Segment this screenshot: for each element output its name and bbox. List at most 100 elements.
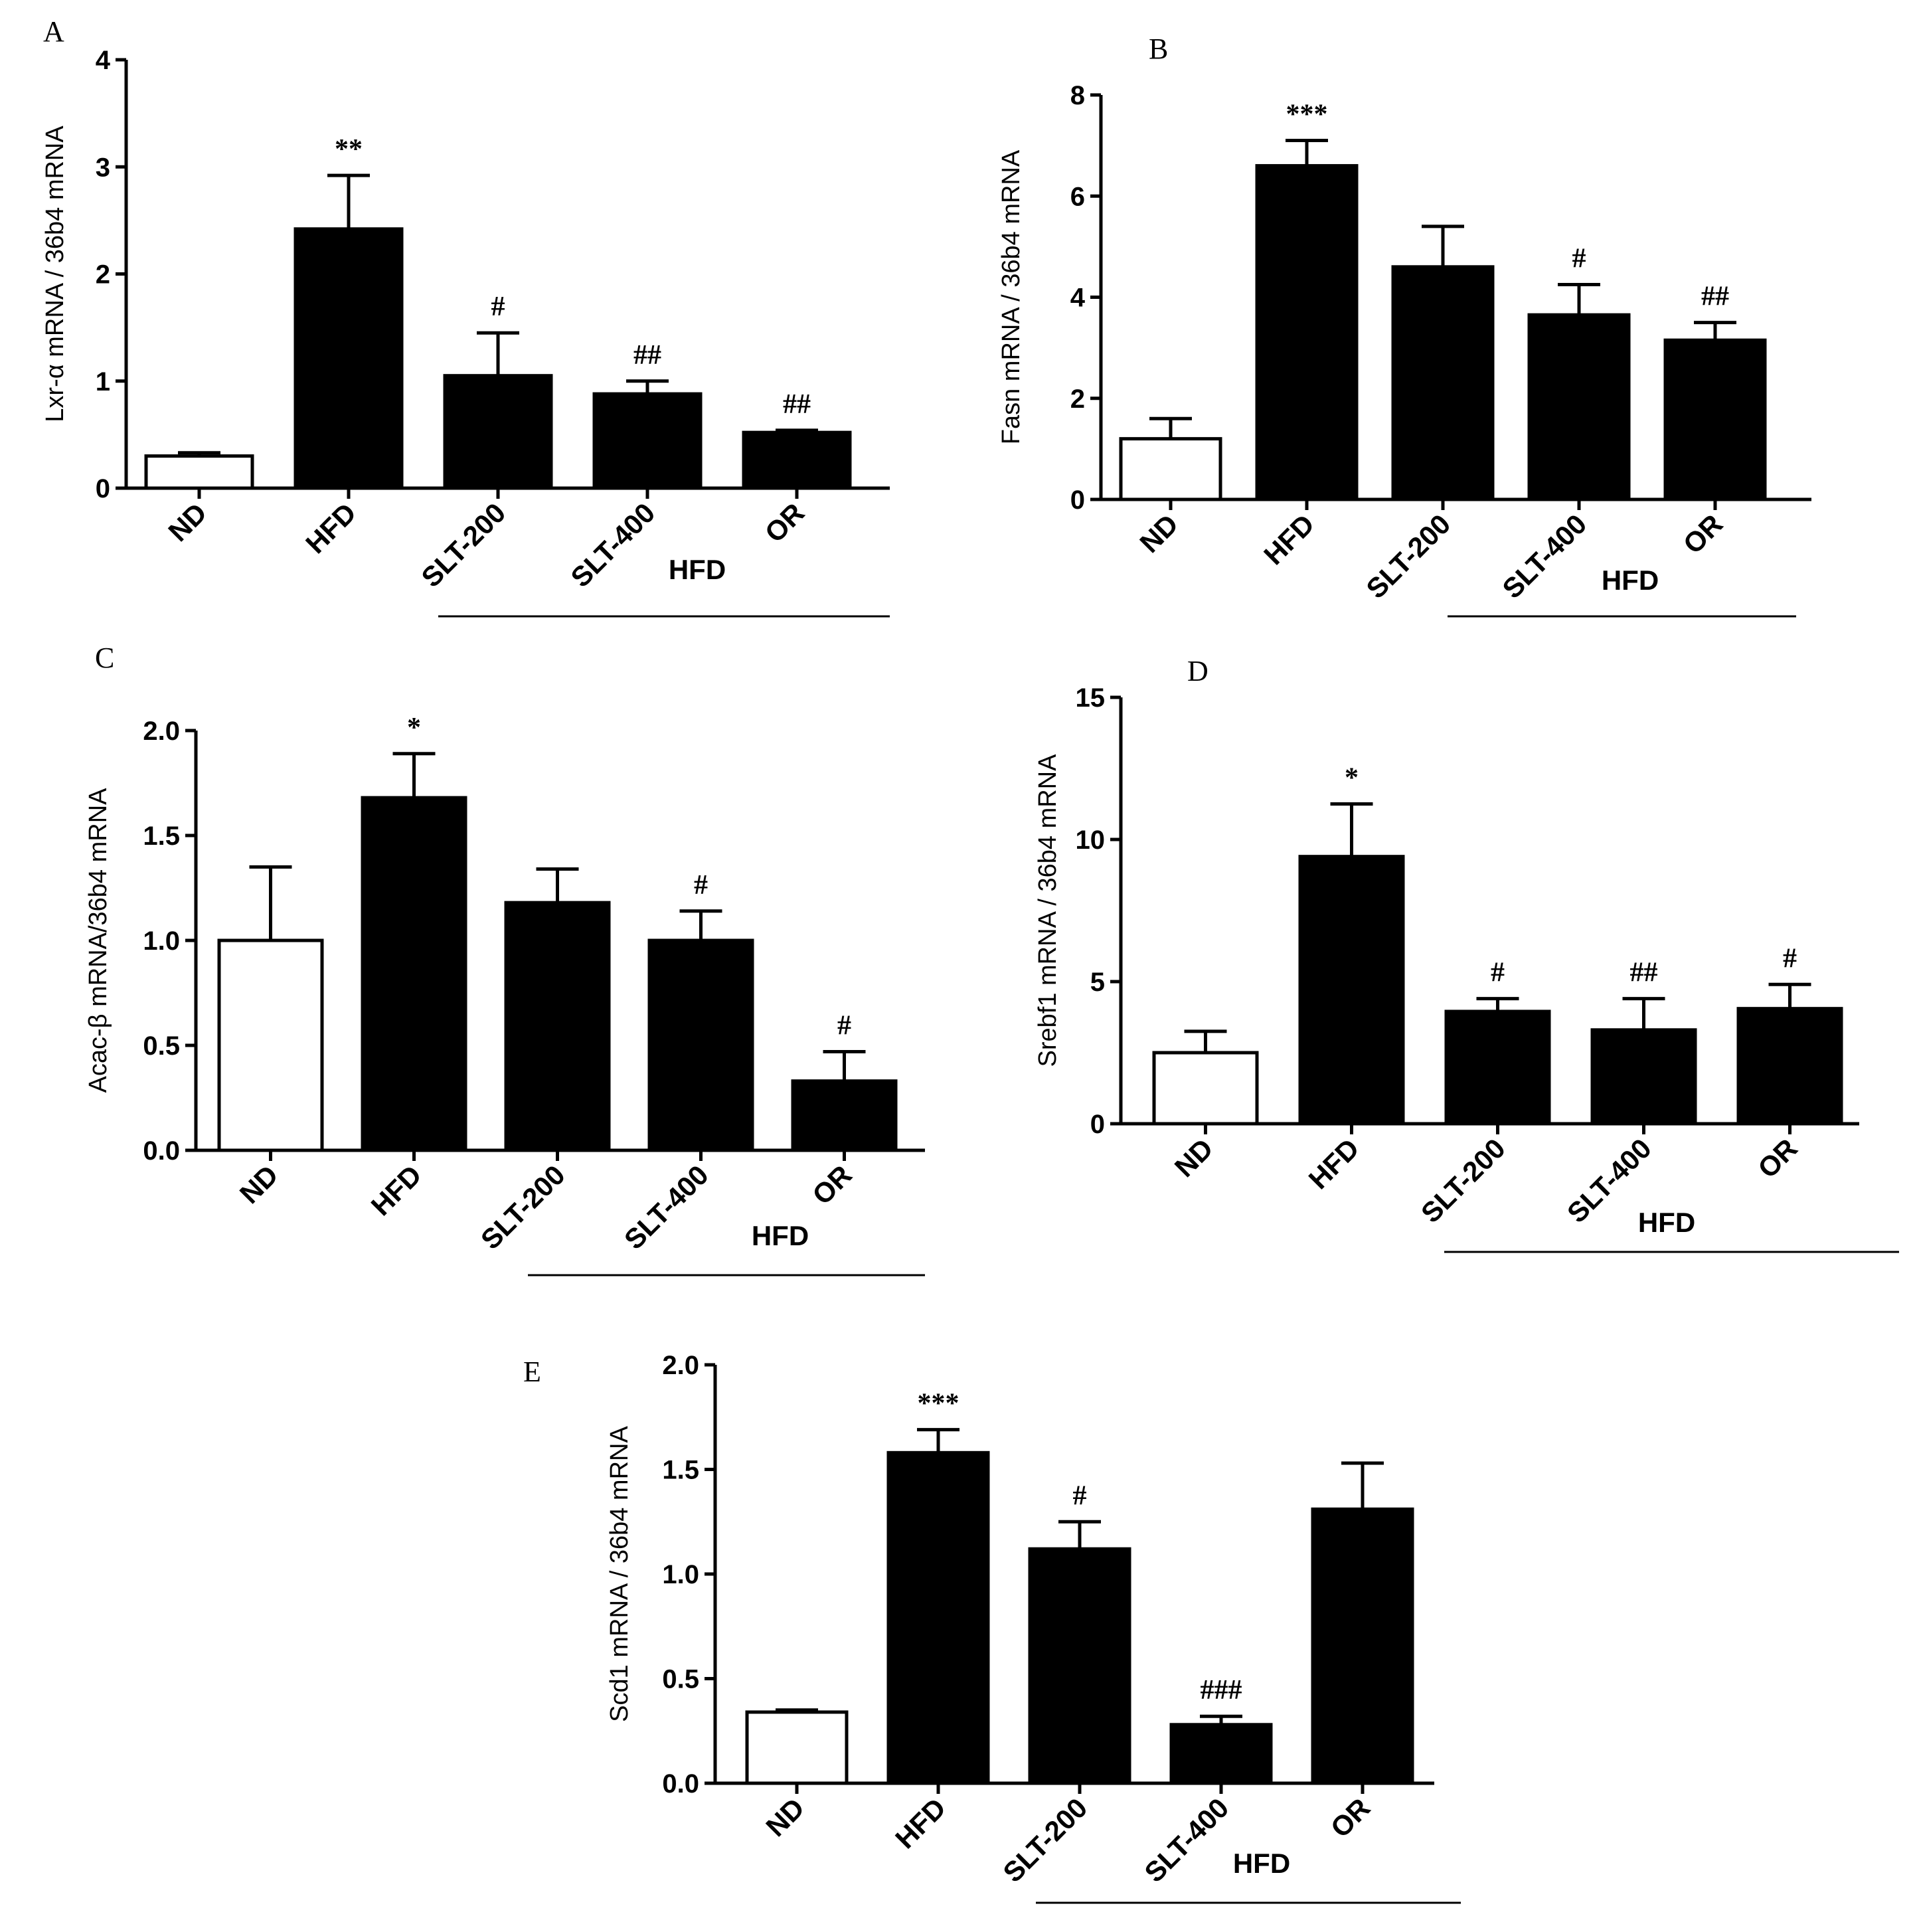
bar-nd [144, 454, 254, 490]
x-tick-label: HFD [1258, 508, 1320, 571]
bar-nd [1152, 1051, 1259, 1126]
bar-hfd [1255, 164, 1359, 501]
significance-mark: # [837, 1010, 851, 1041]
significance-mark: # [1073, 1480, 1087, 1511]
x-tick-label: ND [1133, 508, 1184, 559]
panel-letter-a: A [43, 15, 64, 48]
significance-mark: ## [1701, 282, 1729, 312]
bar-slt-200 [443, 374, 553, 490]
x-tick-label: ND [162, 497, 212, 547]
bar-slt-200 [1391, 265, 1495, 501]
y-tick-label: 2.0 [662, 1351, 699, 1380]
x-tick-label: ND [234, 1159, 284, 1209]
y-axis-title: Scd1 mRNA / 36b4 mRNA [606, 1426, 633, 1722]
x-tick-label: HFD [889, 1792, 952, 1854]
x-tick-label: OR [759, 497, 811, 549]
y-tick-label: 1.5 [662, 1456, 699, 1485]
panel-letter-d: D [1187, 655, 1209, 687]
x-tick-label: OR [806, 1159, 858, 1211]
bar-or [1663, 338, 1767, 501]
x-tick-label: SLT-400 [1496, 508, 1592, 604]
y-axis-title: Fasn mRNA / 36b4 mRNA [997, 149, 1025, 444]
y-tick-label: 0.5 [143, 1031, 180, 1061]
x-tick-label: SLT-200 [997, 1792, 1093, 1888]
bar-or [1311, 1507, 1414, 1785]
x-tick-label: OR [1325, 1792, 1376, 1844]
significance-mark: ## [1630, 958, 1658, 988]
y-axis-title: Acac-β mRNA/36b4 mRNA [84, 788, 112, 1093]
significance-mark: * [407, 713, 421, 743]
bar-slt-400 [647, 938, 754, 1152]
bar-or [791, 1079, 898, 1152]
significance-mark: # [1783, 943, 1797, 974]
bar-or [742, 430, 852, 490]
y-tick-label: 6 [1070, 182, 1085, 211]
y-tick-label: 3 [96, 153, 110, 182]
significance-mark: * [1345, 763, 1359, 794]
x-tick-label: OR [1752, 1132, 1803, 1184]
x-tick-label: SLT-400 [1138, 1792, 1234, 1888]
group-label: HFD [1233, 1848, 1290, 1879]
y-tick-label: 4 [1070, 284, 1086, 313]
panel-letter-e: E [523, 1356, 541, 1388]
x-tick-label: HFD [299, 497, 362, 559]
x-tick-label: SLT-200 [415, 497, 511, 593]
significance-mark: # [491, 292, 505, 322]
significance-mark: ## [633, 340, 661, 371]
bar-hfd [1298, 855, 1405, 1126]
y-tick-label: 2 [1070, 385, 1085, 414]
x-tick-label: HFD [1303, 1132, 1365, 1195]
chart-panel-c: C 0.0 0.5 1.0 1.5 2.0 Acac-β mRNA/36b4 mRNA ND H… [84, 642, 925, 1276]
chart-panel-b: B 0 2 4 6 8 Fasn mRNA / 36b4 mRNA ND HFD *** SLT-2… [997, 33, 1811, 618]
y-axis-title: Lxr-α mRNA / 36b4 mRNA [41, 126, 69, 422]
y-axis-title: Srebf1 mRNA / 36b4 mRNA [1034, 754, 1062, 1067]
y-tick-label: 10 [1076, 826, 1106, 855]
significance-mark: *** [1286, 100, 1328, 130]
significance-mark: ### [1201, 1675, 1242, 1706]
significance-mark: *** [918, 1389, 959, 1419]
y-tick-label: 5 [1090, 968, 1105, 997]
x-tick-label: SLT-200 [1360, 508, 1456, 604]
y-tick-label: 0.0 [662, 1769, 699, 1799]
y-tick-label: 1.0 [143, 926, 180, 956]
significance-mark: ## [783, 389, 811, 420]
group-label: HFD [752, 1220, 809, 1251]
group-label: HFD [1638, 1207, 1695, 1238]
y-tick-label: 4 [96, 46, 111, 75]
y-tick-label: 0 [1090, 1110, 1105, 1139]
group-label: HFD [1602, 565, 1659, 596]
x-tick-label: SLT-400 [564, 497, 661, 593]
group-label: HFD [669, 554, 726, 585]
significance-mark: # [694, 870, 708, 901]
bar-or [1736, 1007, 1843, 1126]
panel-letter-b: B [1149, 33, 1168, 65]
y-tick-label: 0 [1070, 485, 1085, 515]
x-tick-label: SLT-200 [475, 1159, 571, 1255]
y-tick-label: 2.0 [143, 717, 180, 746]
y-tick-label: 1.5 [143, 822, 180, 851]
y-tick-label: 0.0 [143, 1136, 180, 1166]
y-tick-label: 1.0 [662, 1560, 699, 1589]
y-tick-label: 1 [96, 367, 110, 396]
chart-panel-d: D 0 5 10 15 Srebf1 mRNA / 36b4 mRNA ND HFD * SLT-… [1034, 655, 1899, 1253]
bar-slt-400 [592, 392, 703, 490]
chart-panel-e: E 0.0 0.5 1.0 1.5 2.0 Scd1 mRNA / 36b4 mRNA ND H… [523, 1351, 1461, 1904]
significance-mark: # [1572, 243, 1586, 274]
panel-letter-c: C [95, 642, 114, 674]
y-tick-label: 15 [1076, 683, 1106, 713]
bar-slt-200 [1028, 1547, 1131, 1785]
significance-mark: ** [335, 134, 363, 165]
x-tick-label: ND [760, 1792, 810, 1842]
x-tick-label: SLT-200 [1415, 1132, 1511, 1229]
bar-slt-200 [504, 901, 611, 1152]
bar-nd [217, 938, 324, 1152]
x-tick-label: OR [1677, 508, 1729, 560]
y-tick-label: 0.5 [662, 1665, 699, 1694]
y-tick-label: 2 [96, 260, 110, 290]
bar-slt-400 [1590, 1028, 1697, 1126]
bar-hfd [361, 796, 467, 1152]
bar-nd [745, 1710, 849, 1785]
x-tick-label: SLT-400 [618, 1159, 714, 1255]
chart-panel-a: A 0 1 2 3 4 Lxr-α mRNA / 36b4 mRNA ND HFD ** SLT-2… [41, 15, 890, 618]
bar-hfd [886, 1450, 990, 1785]
